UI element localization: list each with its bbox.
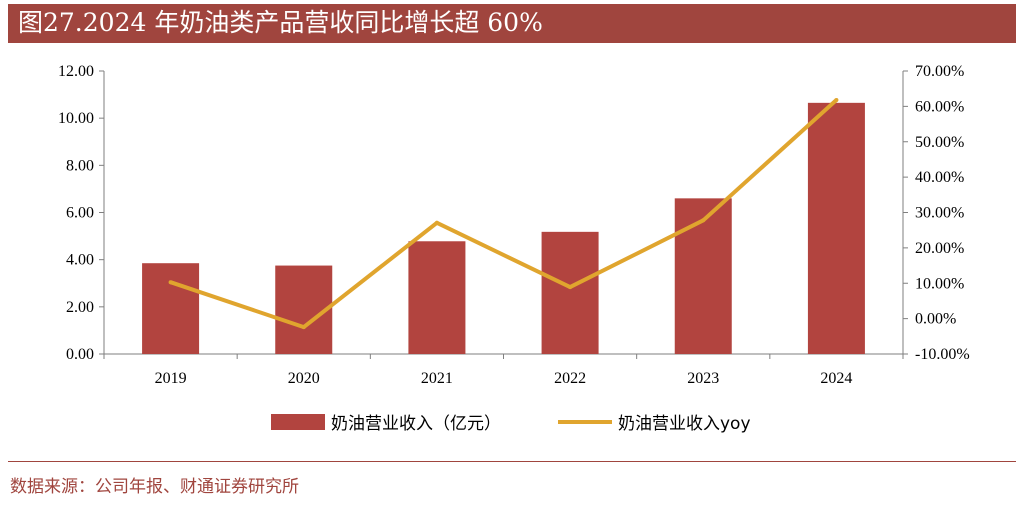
right-tick-label: 0.00% [915,311,956,328]
x-tick-label: 2022 [554,370,586,387]
left-tick-label: 8.00 [66,157,94,174]
left-tick-label: 10.00 [58,110,94,127]
right-tick-label: 50.00% [915,134,964,151]
yoy-line [169,98,838,330]
left-tick-label: 2.00 [66,299,94,316]
left-tick-label: 0.00 [66,346,94,363]
bar [142,263,200,354]
line-point [834,98,839,103]
legend-bar-label: 奶油营业收入（亿元） [331,414,501,434]
bar [408,241,466,354]
line-point [701,218,706,223]
legend-bar-swatch [271,414,325,430]
x-tick-label: 2020 [288,370,320,387]
line-point [434,220,439,225]
right-tick-label: -10.00% [915,346,970,363]
x-tick-label: 2023 [687,370,719,387]
source-note: 数据来源：公司年报、财通证券研究所 [10,477,299,497]
bar [541,231,599,354]
title-bar: 图27.2024 年奶油类产品营收同比增长超 60% [8,4,1016,42]
line-point [168,280,173,285]
x-axis: 2019 2020 2021 2022 2023 2024 [103,353,904,387]
legend: 奶油营业收入（亿元） 奶油营业收入yoy [271,414,751,434]
combo-chart: 0.00 2.00 4.00 6.00 8.00 10.00 12.00 -10.00% 0.… [58,63,970,434]
right-axis: -10.00% 0.00% 10.00% 20.00% 30.00% 40.00% 50.0… [902,63,970,363]
chart-title: 图27.2024 年奶油类产品营收同比增长超 60% [18,8,543,37]
right-tick-label: 20.00% [915,240,964,257]
bar [807,102,865,355]
footer-divider [8,461,1016,462]
x-tick-label: 2024 [820,370,852,387]
left-tick-label: 12.00 [58,63,94,80]
line-point [301,325,306,330]
line-point [568,285,573,290]
left-axis: 0.00 2.00 4.00 6.00 8.00 10.00 12.00 [58,63,105,363]
left-tick-label: 6.00 [66,205,94,222]
x-tick-label: 2019 [155,370,187,387]
x-tick-label: 2021 [421,370,453,387]
line-series [168,98,839,330]
right-tick-label: 70.00% [915,63,964,80]
right-tick-label: 40.00% [915,169,964,186]
right-tick-label: 30.00% [915,205,964,222]
right-tick-label: 60.00% [915,98,964,115]
bar-series [142,102,865,355]
right-tick-label: 10.00% [915,275,964,292]
bar [674,198,732,354]
left-tick-label: 4.00 [66,252,94,269]
legend-line-label: 奶油营业收入yoy [618,414,751,434]
title-divider [8,42,1016,43]
